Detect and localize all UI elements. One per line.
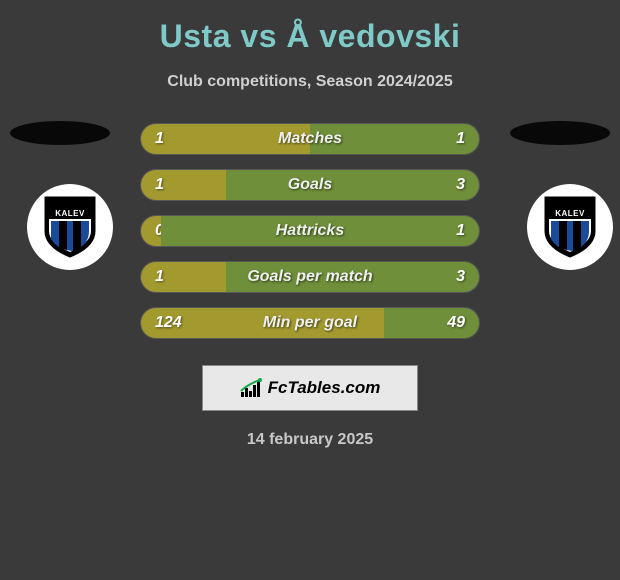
stat-right-bar: 49: [384, 308, 479, 338]
team-right-badge-container: KALEV: [520, 177, 620, 277]
stat-left-value: 1: [155, 268, 164, 286]
stat-left-bar: 124: [141, 308, 384, 338]
bars-icon: [240, 378, 262, 398]
footer-brand-text: FcTables.com: [268, 378, 381, 398]
team-left-shadow: [10, 121, 110, 145]
team-left-badge: KALEV: [27, 184, 113, 270]
footer-brand-content: FcTables.com: [240, 378, 381, 398]
page-title: Usta vs Å vedovski: [160, 18, 461, 55]
stats-rows: 11Matches13Goals01Hattricks13Goals per m…: [140, 123, 480, 339]
team-left-badge-container: KALEV: [20, 177, 120, 277]
stat-right-bar: 1: [310, 124, 479, 154]
main-container: Usta vs Å vedovski Club competitions, Se…: [0, 0, 620, 459]
stat-right-value: 1: [456, 222, 465, 240]
stat-right-bar: 3: [226, 262, 480, 292]
stat-right-value: 3: [456, 268, 465, 286]
shield-icon: KALEV: [43, 195, 97, 259]
stat-row: 13Goals: [140, 169, 480, 201]
stat-right-value: 49: [447, 314, 465, 332]
date-text: 14 february 2025: [247, 431, 373, 449]
stat-row: 12449Min per goal: [140, 307, 480, 339]
team-right-shadow: [510, 121, 610, 145]
stat-left-bar: 0: [141, 216, 161, 246]
stat-right-value: 1: [456, 130, 465, 148]
stat-left-bar: 1: [141, 124, 310, 154]
stats-area: KALEV KALEV: [0, 123, 620, 339]
team-right-badge: KALEV: [527, 184, 613, 270]
stat-right-bar: 3: [226, 170, 480, 200]
stat-left-value: 124: [155, 314, 182, 332]
stat-left-value: 1: [155, 130, 164, 148]
stat-row: 11Matches: [140, 123, 480, 155]
subtitle: Club competitions, Season 2024/2025: [167, 73, 452, 91]
stat-right-bar: 1: [161, 216, 479, 246]
footer-brand-box[interactable]: FcTables.com: [202, 365, 418, 411]
stat-left-bar: 1: [141, 262, 226, 292]
stat-left-bar: 1: [141, 170, 226, 200]
stat-row: 01Hattricks: [140, 215, 480, 247]
shield-icon: KALEV: [543, 195, 597, 259]
stat-right-value: 3: [456, 176, 465, 194]
team-left-badge-text: KALEV: [43, 209, 97, 218]
stat-row: 13Goals per match: [140, 261, 480, 293]
team-right-badge-text: KALEV: [543, 209, 597, 218]
stat-left-value: 1: [155, 176, 164, 194]
